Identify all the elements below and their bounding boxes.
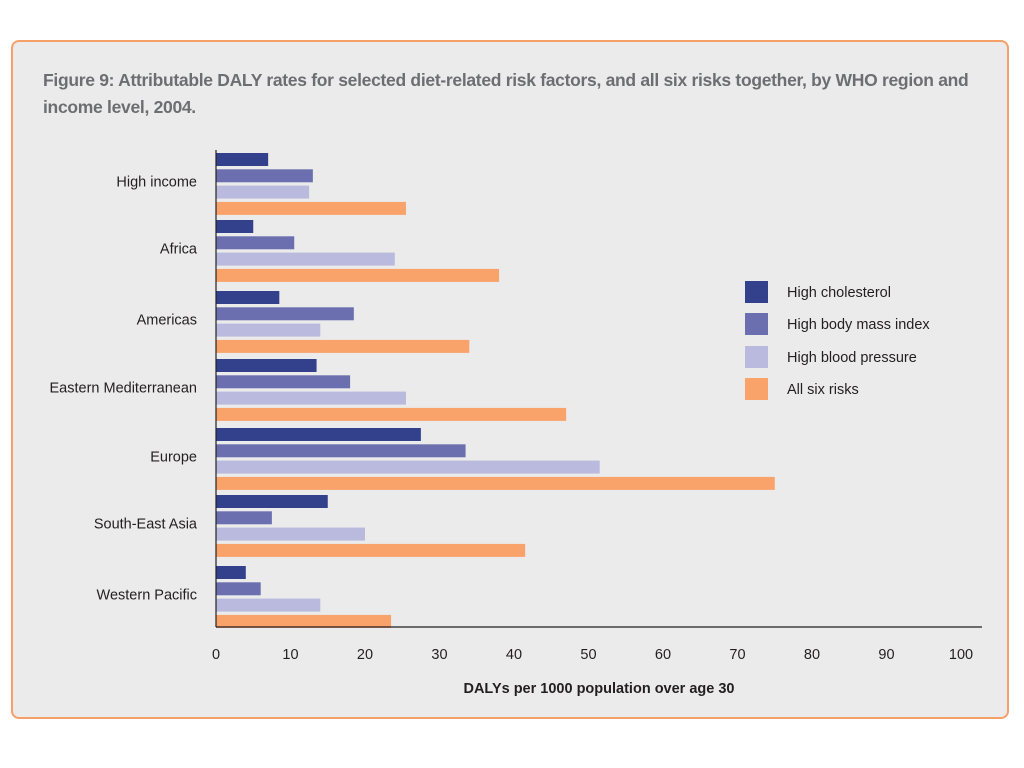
bar-africa-high-cholesterol [216,220,254,233]
bar-europe-all-six-risks [216,476,775,490]
x-tick-label-40: 40 [506,647,522,663]
category-label-south-east-asia: South-East Asia [94,517,198,533]
x-axis-title: DALYs per 1000 population over age 30 [463,681,734,697]
x-tick-label-60: 60 [655,647,671,663]
bar-americas-high-blood-pressure [216,323,321,337]
bar-eastern-mediterranean-high-blood-pressure [216,391,406,405]
x-tick-label-80: 80 [804,647,820,663]
figure-title: Figure 9: Attributable DALY rates for se… [43,70,969,117]
bar-europe-high-blood-pressure [216,460,600,474]
legend-label-high-body-mass-index: High body mass index [787,317,930,333]
category-label-eastern-mediterranean: Eastern Mediterranean [50,381,198,397]
bar-africa-all-six-risks [216,268,500,282]
bar-high-income-high-body-mass-index [216,169,313,183]
category-label-high-income: High income [116,175,197,191]
x-tick-label-30: 30 [431,647,447,663]
category-label-europe: Europe [150,450,197,466]
bars-group [216,153,775,628]
bar-high-income-high-blood-pressure [216,185,310,199]
bar-western-pacific-high-blood-pressure [216,598,321,612]
x-tick-label-20: 20 [357,647,373,663]
bar-europe-high-body-mass-index [216,444,466,458]
x-tick-labels: 0 10 20 30 40 50 60 70 80 90 100 [212,647,973,663]
x-tick-label-10: 10 [282,647,298,663]
category-label-africa: Africa [160,242,198,258]
axes-group [215,150,982,628]
bar-eastern-mediterranean-all-six-risks [216,407,567,421]
legend-label-all-six-risks: All six risks [787,382,859,398]
bar-western-pacific-high-cholesterol [216,566,246,579]
figure-panel: Figure 9: Attributable DALY rates for se… [11,40,1009,719]
bar-americas-high-cholesterol [216,291,280,304]
bar-eastern-mediterranean-high-body-mass-index [216,375,351,389]
legend-swatch-high-body-mass-index [745,313,768,335]
x-tick-label-50: 50 [580,647,596,663]
legend: High cholesterol High body mass index High… [745,281,930,400]
bar-americas-all-six-risks [216,339,470,353]
category-labels: High income Africa Americas Eastern Mediter… [50,175,198,604]
bar-south-east-asia-all-six-risks [216,543,526,557]
bar-high-income-high-cholesterol [216,153,269,166]
x-tick-label-0: 0 [212,647,220,663]
category-label-western-pacific: Western Pacific [97,588,197,604]
bar-europe-high-cholesterol [216,428,421,441]
legend-label-high-blood-pressure: High blood pressure [787,350,917,366]
legend-swatch-all-six-risks [745,378,768,400]
bar-americas-high-body-mass-index [216,307,354,321]
bar-africa-high-body-mass-index [216,236,295,250]
bar-western-pacific-high-body-mass-index [216,582,261,596]
bar-south-east-asia-high-body-mass-index [216,511,272,525]
legend-swatch-high-cholesterol [745,281,768,303]
x-tick-label-70: 70 [729,647,745,663]
bar-eastern-mediterranean-high-cholesterol [216,359,317,372]
category-label-americas: Americas [137,313,197,329]
x-tick-label-100: 100 [949,647,973,663]
x-tick-label-90: 90 [878,647,894,663]
bar-high-income-all-six-risks [216,201,406,215]
legend-label-high-cholesterol: High cholesterol [787,285,891,301]
bar-western-pacific-all-six-risks [216,614,392,628]
legend-swatch-high-blood-pressure [745,346,768,368]
bar-south-east-asia-high-cholesterol [216,495,328,508]
bar-africa-high-blood-pressure [216,252,395,266]
bar-south-east-asia-high-blood-pressure [216,527,365,541]
